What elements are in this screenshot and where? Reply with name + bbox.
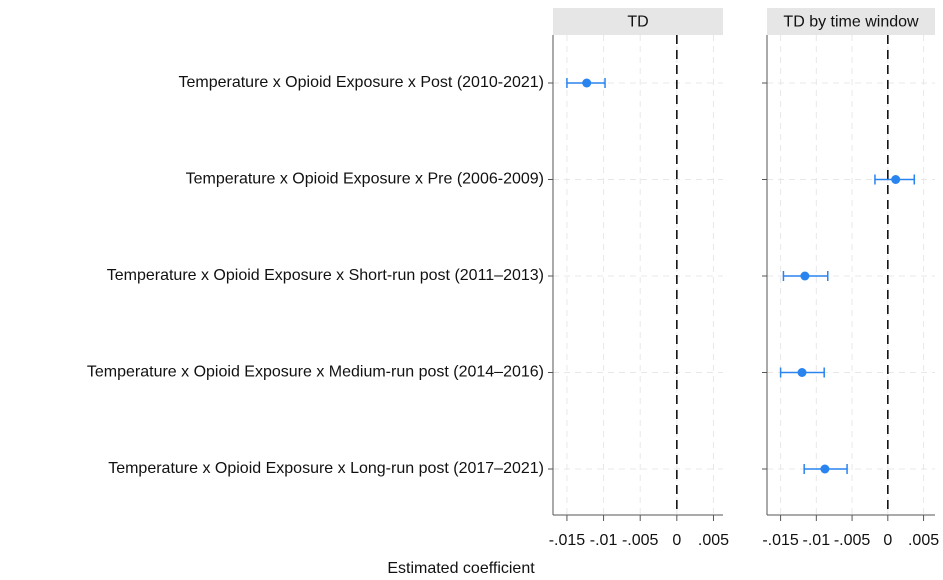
x-tick-label: .005 xyxy=(698,532,729,549)
x-axis-label: Estimated coefficient xyxy=(387,560,535,577)
x-tick-label: -.015 xyxy=(762,532,799,549)
x-tick-label: -.015 xyxy=(549,532,586,549)
x-tick-label: -.005 xyxy=(834,532,871,549)
x-tick-label: .005 xyxy=(908,532,939,549)
panel-header xyxy=(553,8,723,35)
x-tick-label: 0 xyxy=(672,532,681,549)
panel-title: TD by time window xyxy=(783,14,919,31)
panel-header xyxy=(767,8,935,35)
panel-title: TD xyxy=(627,14,648,31)
point xyxy=(891,175,901,184)
x-tick-label: -.005 xyxy=(622,532,659,549)
y-tick-label: Temperature x Opioid Exposure x Pre (200… xyxy=(186,171,544,188)
x-tick-label: 0 xyxy=(883,532,892,549)
point xyxy=(797,368,807,377)
y-tick-label: Temperature x Opioid Exposure x Medium-r… xyxy=(87,364,544,381)
point xyxy=(820,464,830,474)
x-tick-label: -.01 xyxy=(590,532,618,549)
y-tick-label: Temperature x Opioid Exposure x Long-run… xyxy=(108,460,544,477)
x-tick-label: -.01 xyxy=(803,532,831,549)
point xyxy=(582,78,592,88)
point xyxy=(800,271,810,281)
y-tick-label: Temperature x Opioid Exposure x Short-ru… xyxy=(107,267,544,284)
y-tick-label: Temperature x Opioid Exposure x Post (20… xyxy=(178,74,544,91)
